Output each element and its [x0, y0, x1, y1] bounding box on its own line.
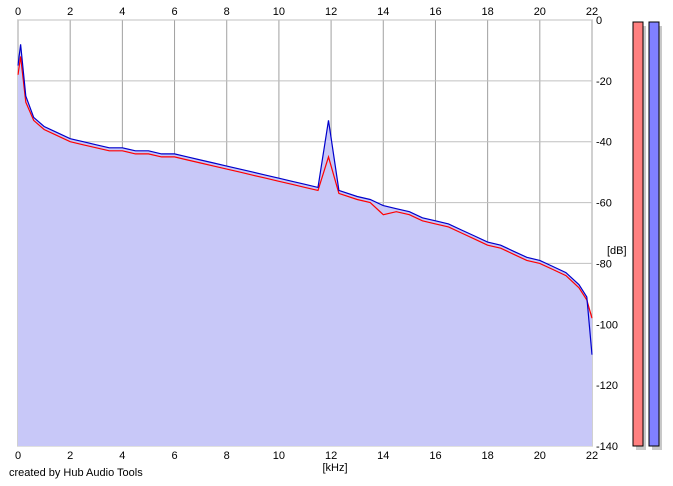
y-tick-label: -120 [596, 380, 618, 392]
y-tick-labels: 0 -20 -40 -60 -80 -100 -120 -140 [596, 15, 618, 453]
x-tick-label-bottom: 12 [325, 450, 337, 462]
x-tick-labels-top: 0 2 4 6 8 10 12 14 16 18 20 22 [15, 6, 598, 18]
y-tick-label: -140 [596, 441, 618, 453]
x-tick-label-bottom: 0 [15, 450, 21, 462]
x-tick-label-top: 14 [377, 6, 389, 18]
x-tick-label-bottom: 8 [224, 450, 230, 462]
x-tick-label-bottom: 16 [429, 450, 441, 462]
x-tick-label-top: 18 [482, 6, 494, 18]
y-tick-label: 0 [596, 15, 602, 27]
series-lines [17, 44, 593, 355]
series-line-1 [17, 56, 593, 319]
y-axis-label: [dB] [607, 245, 627, 257]
y-tick-label: -80 [596, 258, 612, 270]
x-tick-label-bottom: 14 [377, 450, 389, 462]
x-tick-label-top: 2 [67, 6, 73, 18]
y-tick-label: -40 [596, 137, 612, 149]
x-tick-label-bottom: 22 [586, 450, 598, 462]
x-tick-label-bottom: 6 [171, 450, 177, 462]
spectrum-area [18, 44, 592, 447]
spectrum-fill [18, 44, 592, 447]
x-tick-label-bottom: 4 [119, 450, 125, 462]
left-channel-meter [632, 21, 644, 447]
x-tick-label-bottom: 10 [273, 450, 285, 462]
x-tick-label-top: 0 [15, 6, 21, 18]
x-tick-label-top: 10 [273, 6, 285, 18]
x-tick-label-top: 16 [429, 6, 441, 18]
x-tick-label-top: 20 [534, 6, 546, 18]
x-tick-label-top: 8 [224, 6, 230, 18]
right-channel-meter [648, 21, 660, 447]
series-line-2 [17, 44, 593, 355]
x-tick-label-bottom: 18 [482, 450, 494, 462]
x-axis-label: [kHz] [322, 462, 347, 474]
y-tick-label: -20 [596, 76, 612, 88]
x-tick-label-bottom: 2 [67, 450, 73, 462]
credit-text: created by Hub Audio Tools [9, 467, 143, 479]
level-meters [632, 21, 662, 450]
x-tick-label-bottom: 20 [534, 450, 546, 462]
x-tick-label-top: 12 [325, 6, 337, 18]
y-tick-label: -100 [596, 319, 618, 331]
x-tick-label-top: 22 [586, 6, 598, 18]
x-tick-labels-bottom: 0 2 4 6 8 10 12 14 16 18 20 22 [15, 450, 598, 462]
x-tick-label-top: 6 [171, 6, 177, 18]
x-tick-label-top: 4 [119, 6, 125, 18]
y-tick-label: -60 [596, 198, 612, 210]
